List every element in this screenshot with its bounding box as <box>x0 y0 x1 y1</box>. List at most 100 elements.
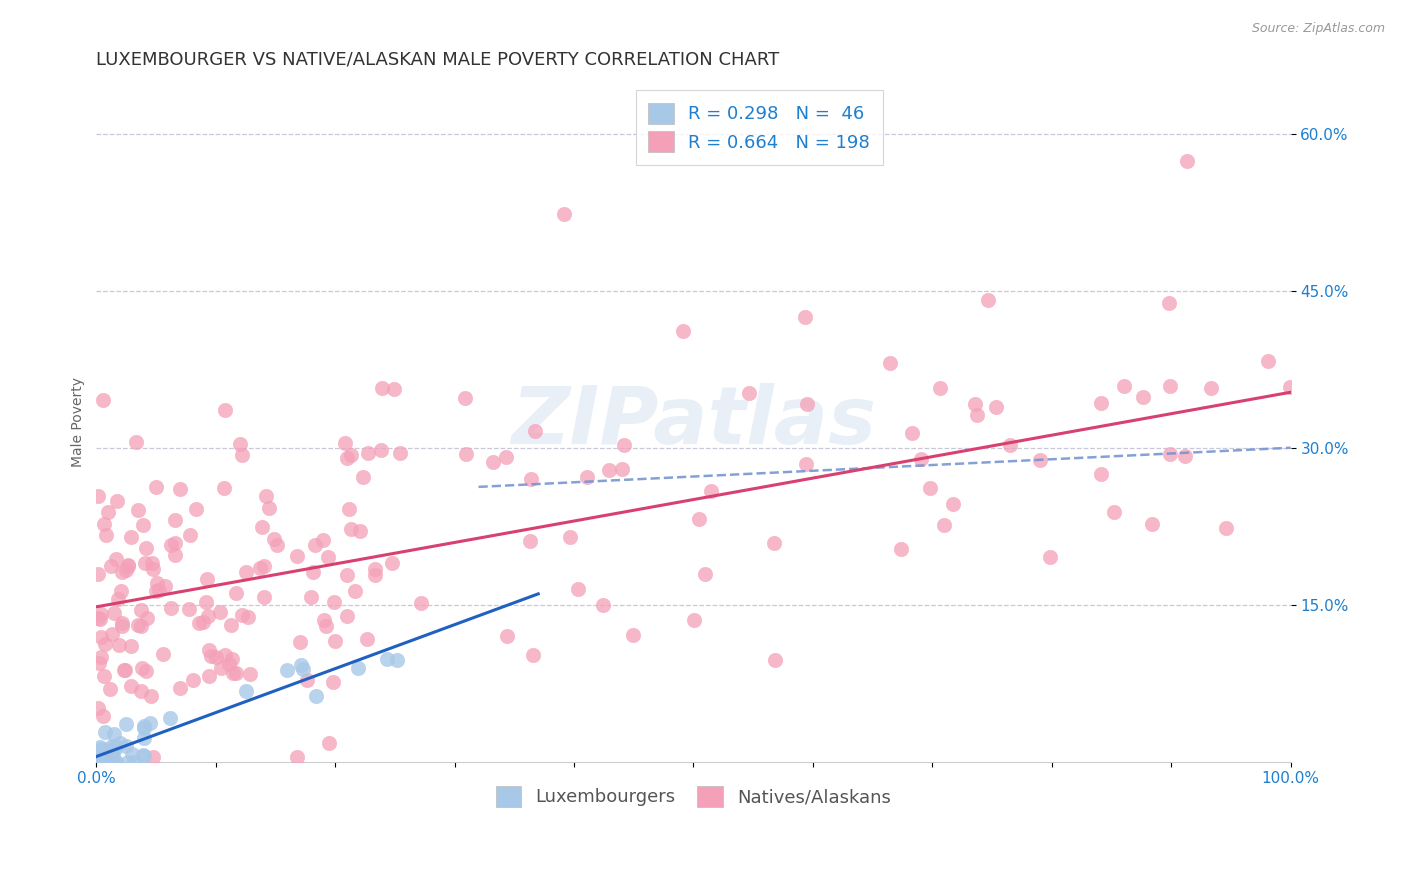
Point <box>110 583 132 598</box>
Point <box>142 749 165 764</box>
Point <box>197 609 219 624</box>
Point <box>337 502 360 516</box>
Point <box>169 482 191 496</box>
Point <box>336 450 359 465</box>
Point <box>910 452 932 467</box>
Point <box>145 576 167 591</box>
Point <box>1215 521 1237 535</box>
Point <box>986 400 1008 414</box>
Point <box>253 591 276 605</box>
Point <box>225 665 247 680</box>
Point <box>104 742 127 756</box>
Point <box>117 558 139 572</box>
Point <box>96 746 118 760</box>
Point <box>135 611 157 625</box>
Point <box>225 586 247 600</box>
Point <box>231 607 253 622</box>
Point <box>111 616 134 631</box>
Point <box>181 673 204 687</box>
Point <box>302 566 325 580</box>
Point <box>145 584 167 599</box>
Point <box>120 679 142 693</box>
Point <box>114 663 136 677</box>
Point <box>235 565 257 579</box>
Point <box>105 755 128 769</box>
Point <box>214 648 236 662</box>
Point <box>340 522 363 536</box>
Point <box>377 652 399 666</box>
Point <box>101 749 124 764</box>
Point <box>103 606 125 620</box>
Point <box>93 393 115 408</box>
Point <box>120 640 142 654</box>
Point <box>100 744 122 758</box>
Point <box>145 480 167 494</box>
Point <box>108 735 131 749</box>
Point <box>90 649 112 664</box>
Point <box>295 673 318 687</box>
Point <box>523 424 546 438</box>
Point <box>93 669 115 683</box>
Point <box>254 489 277 503</box>
Point <box>239 667 262 681</box>
Point <box>131 661 153 675</box>
Point <box>131 619 153 633</box>
Y-axis label: Male Poverty: Male Poverty <box>72 376 86 467</box>
Point <box>153 579 176 593</box>
Point <box>259 500 281 515</box>
Point <box>179 601 201 615</box>
Point <box>165 549 187 563</box>
Point <box>117 558 139 573</box>
Point <box>208 605 231 619</box>
Point <box>111 565 134 579</box>
Text: Source: ZipAtlas.com: Source: ZipAtlas.com <box>1251 22 1385 36</box>
Point <box>112 663 135 677</box>
Point <box>205 650 228 665</box>
Point <box>363 567 385 582</box>
Point <box>134 731 156 745</box>
Point <box>977 293 1000 307</box>
Point <box>357 446 380 460</box>
Point <box>454 391 477 405</box>
Point <box>1159 447 1181 461</box>
Point <box>214 481 236 495</box>
Point <box>519 472 541 486</box>
Point <box>127 618 149 632</box>
Point <box>796 457 818 471</box>
Point <box>249 561 271 575</box>
Point <box>87 744 110 758</box>
Point <box>91 709 114 723</box>
Point <box>932 518 955 533</box>
Point <box>560 530 582 544</box>
Point <box>1114 379 1136 393</box>
Point <box>522 648 544 662</box>
Point <box>567 582 589 597</box>
Point <box>114 717 136 731</box>
Point <box>291 662 314 676</box>
Point <box>163 536 186 550</box>
Point <box>107 592 129 607</box>
Point <box>347 661 370 675</box>
Text: ZIPatlas: ZIPatlas <box>510 383 876 460</box>
Point <box>965 397 987 411</box>
Point <box>105 755 128 769</box>
Point <box>672 324 695 338</box>
Point <box>125 434 148 449</box>
Point <box>290 658 312 673</box>
Point <box>200 648 222 663</box>
Point <box>218 657 240 672</box>
Point <box>134 722 156 736</box>
Point <box>1102 505 1125 519</box>
Legend: Luxembourgers, Natives/Alaskans: Luxembourgers, Natives/Alaskans <box>489 779 898 814</box>
Point <box>322 674 344 689</box>
Point <box>91 755 114 769</box>
Point <box>285 749 308 764</box>
Point <box>598 463 620 477</box>
Point <box>90 631 112 645</box>
Point <box>195 573 218 587</box>
Point <box>1175 154 1198 169</box>
Point <box>90 755 112 769</box>
Point <box>382 382 405 396</box>
Point <box>222 666 245 681</box>
Point <box>101 627 124 641</box>
